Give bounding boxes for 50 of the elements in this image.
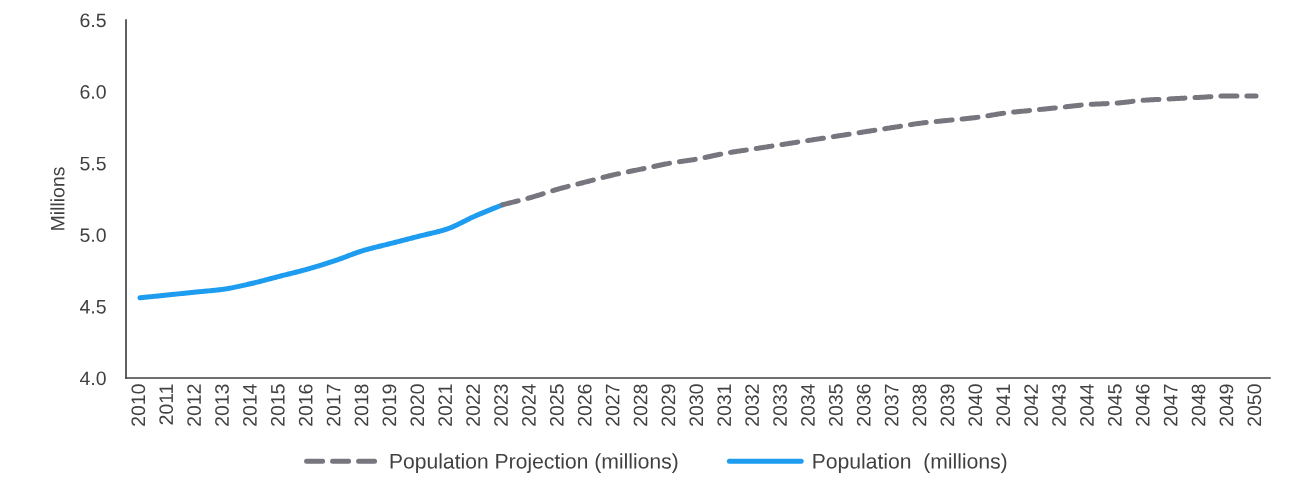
x-tick-label: 2019 (382, 384, 397, 426)
x-tick-label: 2031 (717, 384, 732, 426)
x-tick-label: 2021 (438, 384, 453, 426)
x-tick-label: 2026 (577, 384, 592, 426)
y-tick-label: 6.0 (80, 85, 106, 99)
x-tick-label: 2029 (661, 384, 676, 426)
x-tick-label: 2040 (968, 384, 983, 426)
y-tick-label: 5.5 (80, 156, 106, 171)
y-tick-label: 4.0 (79, 371, 106, 386)
x-tick-label: 2012 (187, 384, 201, 426)
x-tick-label: 2017 (326, 384, 341, 426)
x-tick-label: 2032 (745, 384, 759, 426)
x-tick-label: 2016 (298, 384, 313, 426)
x-tick-label: 2043 (1052, 384, 1066, 426)
x-tick-label: 2018 (354, 384, 369, 426)
y-tick-label: 4.5 (79, 300, 106, 314)
x-tick-label: 2035 (828, 384, 843, 426)
x-tick-label: 2039 (940, 384, 955, 426)
y-tick-label: 5.0 (80, 228, 106, 243)
x-tick-label: 2044 (1080, 384, 1094, 426)
x-tick-label: 2049 (1219, 384, 1234, 426)
x-tick-label: 2025 (549, 384, 564, 426)
x-tick-label: 2023 (494, 384, 508, 426)
x-tick-label: 2022 (466, 384, 480, 426)
x-tick-label: 2041 (996, 384, 1011, 426)
x-tick-label: 2011 (159, 384, 174, 425)
x-tick-label: 2042 (1024, 384, 1039, 426)
x-tick-label: 2050 (1247, 384, 1262, 426)
x-tick-label: 2027 (605, 384, 620, 426)
x-tick-label: 2013 (215, 384, 229, 426)
x-tick-label: 2024 (522, 384, 536, 426)
x-tick-label: 2045 (1107, 384, 1122, 426)
x-tick-label: 2036 (856, 384, 871, 426)
x-tick-label: 2014 (243, 384, 257, 426)
x-tick-label: 2015 (270, 384, 285, 426)
x-tick-label: 2033 (773, 384, 787, 426)
x-tick-label: 2037 (884, 384, 899, 426)
x-tick-label: 2048 (1191, 384, 1206, 426)
x-tick-label: 2038 (912, 384, 927, 426)
x-tick-label: 2047 (1163, 384, 1178, 426)
y-axis-title: Millions (50, 167, 65, 230)
y-tick-label: 6.5 (80, 13, 106, 28)
legend-label: Population (millions) (813, 453, 1007, 473)
x-tick-label: 2034 (801, 384, 815, 426)
x-tick-label: 2010 (131, 384, 146, 426)
x-tick-label: 2046 (1135, 384, 1150, 426)
x-tick-label: 2028 (633, 384, 648, 426)
legend-label: Population Projection (millions) (390, 453, 678, 473)
x-tick-label: 2020 (410, 384, 425, 426)
x-tick-label: 2030 (689, 384, 704, 426)
